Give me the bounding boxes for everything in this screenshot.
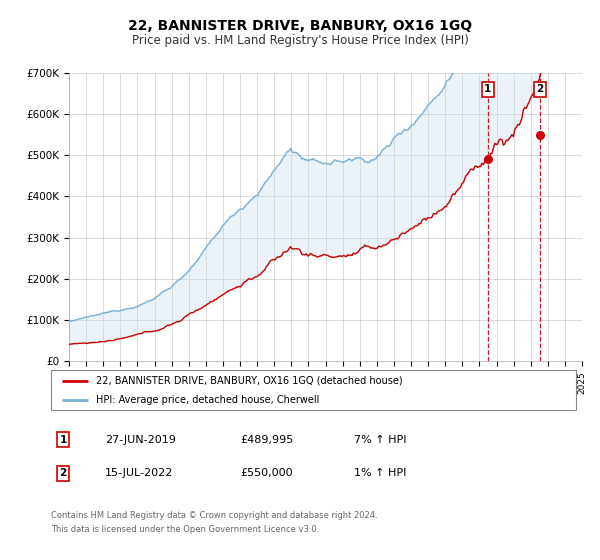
Text: HPI: Average price, detached house, Cherwell: HPI: Average price, detached house, Cher…	[95, 395, 319, 405]
Text: 1: 1	[484, 84, 491, 94]
Text: Price paid vs. HM Land Registry's House Price Index (HPI): Price paid vs. HM Land Registry's House …	[131, 34, 469, 47]
Text: 2: 2	[536, 84, 544, 94]
Text: 22, BANNISTER DRIVE, BANBURY, OX16 1GQ (detached house): 22, BANNISTER DRIVE, BANBURY, OX16 1GQ (…	[95, 376, 402, 386]
Text: 7% ↑ HPI: 7% ↑ HPI	[354, 435, 407, 445]
Point	[535, 130, 545, 139]
Text: 1: 1	[59, 435, 67, 445]
Text: 22, BANNISTER DRIVE, BANBURY, OX16 1GQ: 22, BANNISTER DRIVE, BANBURY, OX16 1GQ	[128, 20, 472, 34]
Text: 1% ↑ HPI: 1% ↑ HPI	[354, 468, 406, 478]
Point	[483, 155, 493, 164]
Text: 27-JUN-2019: 27-JUN-2019	[105, 435, 176, 445]
Text: This data is licensed under the Open Government Licence v3.0.: This data is licensed under the Open Gov…	[51, 525, 319, 534]
Text: £550,000: £550,000	[240, 468, 293, 478]
Text: £489,995: £489,995	[240, 435, 293, 445]
Text: 2: 2	[59, 468, 67, 478]
Text: 15-JUL-2022: 15-JUL-2022	[105, 468, 173, 478]
Text: Contains HM Land Registry data © Crown copyright and database right 2024.: Contains HM Land Registry data © Crown c…	[51, 511, 377, 520]
